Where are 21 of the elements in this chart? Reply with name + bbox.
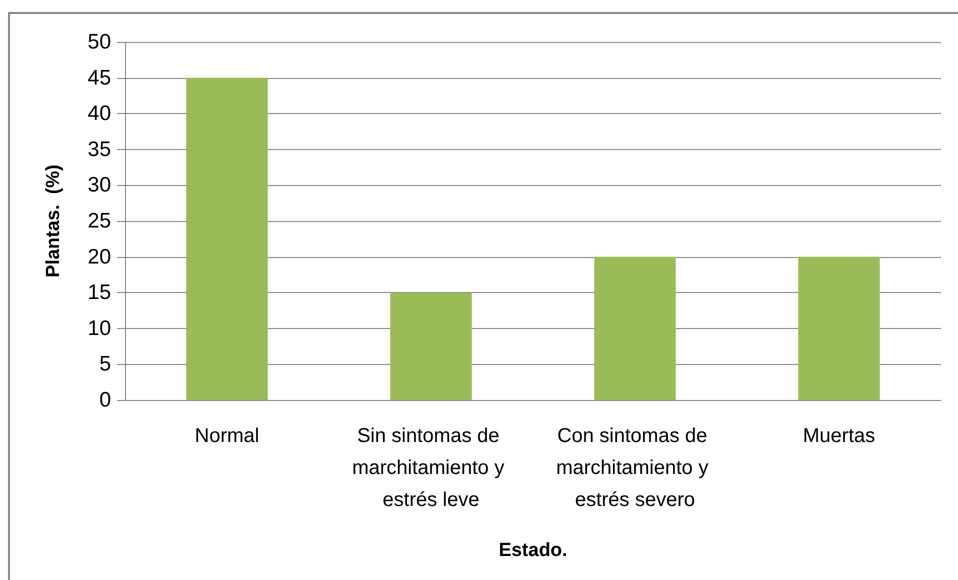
y-tick-label: 20 <box>88 245 111 268</box>
y-tick-label: 45 <box>88 66 111 90</box>
y-tick-label: 0 <box>99 388 111 412</box>
bar <box>594 256 676 400</box>
bar <box>390 292 472 400</box>
x-tick-label: Normal <box>194 425 260 447</box>
x-tick-label: Con sintomas de marchitamiento y estrés severo <box>556 425 714 511</box>
y-tick-label: 10 <box>88 316 111 340</box>
y-tick-label: 15 <box>88 281 111 304</box>
bar <box>798 256 880 400</box>
y-tick-label: 25 <box>88 210 111 232</box>
x-tick-label: Sin sintomas de marchitamiento y estrés leve <box>352 425 510 511</box>
y-tick-label: 50 <box>88 30 111 54</box>
y-tick-label: 40 <box>88 102 111 126</box>
y-tick-label: 35 <box>88 138 111 161</box>
x-tick-label: Muertas <box>802 425 876 447</box>
y-tick-label: 5 <box>99 352 111 376</box>
bar <box>186 78 268 400</box>
x-axis-title: Estado. <box>498 540 568 561</box>
y-tick-label: 30 <box>88 174 111 197</box>
y-axis-title: Plantas. (%) <box>43 164 64 278</box>
